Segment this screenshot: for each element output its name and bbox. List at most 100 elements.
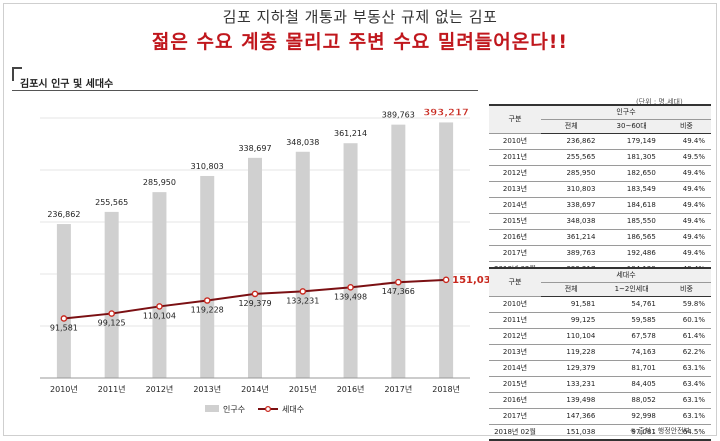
headline-main: 젊은 수요 계층 몰리고 주변 수요 밀려들어온다!!	[151, 31, 569, 53]
table-row: 2015년 348,038 185,550 49.4%	[489, 213, 711, 230]
row-value-cell: 63.4%	[661, 376, 711, 393]
table-row: 2018년 02월 151,038 97,081 64.5%	[489, 424, 711, 441]
table-row: 2011년 99,125 59,585 60.1%	[489, 312, 711, 329]
x-tick-label: 2013년	[193, 384, 221, 394]
x-tick-label: 2012년	[146, 384, 174, 394]
table-row: 2012년 110,104 67,578 61.4%	[489, 328, 711, 345]
row-year-cell: 2013년	[489, 181, 541, 198]
row-year-cell: 2016년	[489, 229, 541, 246]
row-value-cell: 49.4%	[661, 245, 711, 262]
population-subheader: 30~60대	[601, 119, 662, 134]
row-value-cell: 49.4%	[661, 133, 711, 150]
row-value-cell: 338,697	[541, 197, 602, 214]
population-bar	[248, 157, 262, 378]
legend-bar-swatch	[205, 405, 219, 412]
row-year-cell: 2018년 02월	[489, 424, 541, 441]
household-point	[156, 303, 163, 310]
legend-label-household: 세대수	[282, 405, 304, 414]
population-data-label: 361,214	[334, 129, 367, 138]
population-subheader: 전체	[541, 119, 602, 134]
household-table: 구분 세대수 전체 1~2인세대 비중 2010년 91,581 54,761 59.8% 201…	[489, 267, 711, 441]
row-value-cell: 184,618	[601, 197, 662, 214]
household-point	[299, 288, 307, 295]
row-year-cell: 2012년	[489, 165, 541, 182]
population-data-label: 236,862	[47, 210, 80, 219]
row-value-cell: 110,104	[541, 328, 602, 345]
household-data-label: 129,379	[238, 299, 271, 308]
row-value-cell: 60.1%	[661, 312, 711, 329]
row-value-cell: 54,761	[601, 296, 662, 313]
row-year-cell: 2015년	[489, 376, 541, 393]
table-row: 2010년 236,862 179,149 49.4%	[489, 133, 711, 150]
population-bar	[56, 224, 71, 378]
population-group-header: 구분	[489, 104, 541, 134]
table-row: 2017년 389,763 192,486 49.4%	[489, 245, 711, 262]
population-data-label: 255,565	[95, 198, 128, 207]
population-data-label: 389,763	[382, 111, 415, 120]
household-data-label: 151,038	[452, 275, 498, 286]
row-value-cell: 133,231	[541, 376, 602, 393]
row-value-cell: 186,565	[601, 229, 662, 246]
household-group-header: 구분	[489, 267, 541, 297]
row-value-cell: 61.4%	[661, 328, 711, 345]
row-value-cell: 74,163	[601, 344, 662, 361]
row-year-cell: 2013년	[489, 344, 541, 361]
household-data-label: 133,231	[286, 296, 319, 305]
table-row: 2016년 139,498 88,052 63.1%	[489, 392, 711, 409]
table-row: 2017년 147,366 92,998 63.1%	[489, 408, 711, 425]
row-value-cell: 49.4%	[661, 197, 711, 214]
row-value-cell: 310,803	[541, 181, 602, 198]
row-year-cell: 2010년	[489, 133, 541, 150]
household-subheader: 전체	[541, 282, 602, 297]
household-point	[60, 315, 68, 322]
household-point	[251, 290, 259, 298]
population-data-label: 393,217	[423, 107, 469, 118]
row-year-cell: 2017년	[489, 245, 541, 262]
row-value-cell: 49.4%	[661, 213, 711, 230]
row-value-cell: 151,038	[541, 424, 602, 441]
row-value-cell: 88,052	[601, 392, 662, 409]
row-value-cell: 182,650	[601, 165, 662, 182]
population-main-header: 인구수	[541, 104, 711, 120]
table-row: 2016년 361,214 186,565 49.4%	[489, 229, 711, 246]
household-data-label: 139,498	[334, 292, 367, 301]
x-tick-label: 2016년	[337, 384, 365, 394]
household-subheader: 1~2인세대	[601, 282, 662, 297]
household-subheader: 비중	[661, 282, 711, 297]
legend-line-marker	[264, 405, 272, 413]
row-value-cell: 389,763	[541, 245, 602, 262]
row-year-cell: 2017년	[489, 408, 541, 425]
population-bar	[343, 143, 358, 378]
row-value-cell: 119,228	[541, 344, 602, 361]
household-point	[203, 297, 211, 304]
population-subheader: 비중	[661, 119, 711, 134]
household-point	[395, 278, 402, 286]
row-value-cell: 236,862	[541, 133, 602, 150]
population-data-label: 348,038	[286, 138, 319, 147]
x-tick-label: 2017년	[384, 384, 412, 394]
row-year-cell: 2015년	[489, 213, 541, 230]
section-bracket-icon	[12, 67, 22, 81]
row-value-cell: 59.8%	[661, 296, 711, 313]
row-value-cell: 185,550	[601, 213, 662, 230]
table-row: 2012년 285,950 182,650 49.4%	[489, 165, 711, 182]
population-bar	[295, 151, 310, 378]
population-bar	[391, 124, 406, 378]
row-value-cell: 255,565	[541, 149, 602, 166]
x-tick-label: 2014년	[241, 384, 269, 394]
row-value-cell: 49.4%	[661, 229, 711, 246]
row-value-cell: 49.4%	[661, 165, 711, 182]
table-row: 2014년 338,697 184,618 49.4%	[489, 197, 711, 214]
row-value-cell: 192,486	[601, 245, 662, 262]
row-value-cell: 361,214	[541, 229, 602, 246]
row-year-cell: 2011년	[489, 312, 541, 329]
household-data-label: 110,104	[143, 311, 176, 320]
table-row: 2013년 119,228 74,163 62.2%	[489, 344, 711, 361]
section-title: 김포시 인구 및 세대수	[20, 79, 114, 90]
row-value-cell: 139,498	[541, 392, 602, 409]
population-bar	[439, 122, 454, 378]
household-data-label: 147,366	[382, 287, 415, 296]
household-data-label: 91,581	[50, 323, 78, 332]
legend-label-population: 인구수	[223, 404, 245, 414]
